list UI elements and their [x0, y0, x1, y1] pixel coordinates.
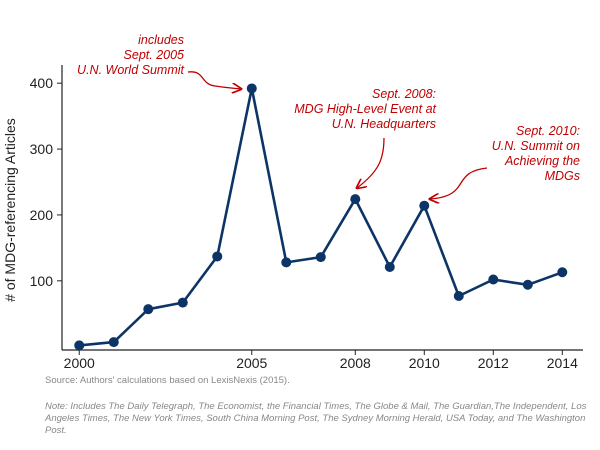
chart-annotations: includes Sept. 2005 U.N. World SummitSept.… — [77, 33, 580, 199]
y-tick-label: 300 — [30, 141, 54, 157]
annotation-text: includes Sept. 2005 U.N. World Summit — [77, 33, 184, 77]
data-point — [350, 194, 361, 205]
x-tick-label: 2005 — [236, 355, 267, 370]
annotation-line: Achieving the — [504, 154, 580, 168]
chart-note: Note: Includes The Daily Telegraph, The … — [45, 401, 587, 436]
annotation-line: Sept. 2008: — [372, 87, 436, 101]
data-point — [488, 274, 499, 285]
y-axis-label: # of MDG-referencing Articles — [2, 118, 18, 302]
annotation-line: Sept. 2010: — [516, 124, 580, 138]
annotation-line: MDG High-Level Event at — [294, 102, 436, 116]
annotation-text: Sept. 2008: MDG High-Level Event at U.N. H… — [294, 87, 436, 131]
annotation-line: MDGs — [545, 169, 580, 183]
annotation-text: Sept. 2010: U.N. Summit on Achieving the MD… — [492, 124, 580, 183]
annotation-line: U.N. Summit on — [492, 139, 580, 153]
x-tick-label: 2010 — [409, 355, 440, 370]
chart-source: Source: Authors' calculations based on L… — [45, 375, 290, 386]
data-point — [453, 290, 464, 301]
data-point — [281, 257, 292, 268]
x-tick-label: 2014 — [547, 355, 578, 370]
annotation-arrow — [430, 167, 488, 199]
data-point — [419, 200, 430, 211]
annotation-line: includes — [138, 33, 184, 47]
annotation-arrow — [357, 137, 385, 188]
data-point — [212, 251, 223, 262]
annotation-line: U.N. Headquarters — [332, 117, 436, 131]
annotation-arrow — [187, 71, 241, 89]
annotation-2005: includes Sept. 2005 U.N. World Summit — [77, 33, 241, 89]
data-point — [177, 297, 188, 308]
line-chart: 100 200 300 400 2000 2005 2008 2010 2012 2014 # of… — [2, 33, 583, 370]
chart-axes: 100 200 300 400 2000 2005 2008 2010 2012 2014 # of… — [2, 65, 583, 370]
data-point — [384, 261, 395, 272]
data-point — [143, 304, 154, 315]
annotation-line: U.N. World Summit — [77, 63, 184, 77]
x-tick-label: 2008 — [340, 355, 371, 370]
x-tick-label: 2012 — [478, 355, 509, 370]
annotation-2008: Sept. 2008: MDG High-Level Event at U.N. H… — [294, 87, 437, 188]
y-tick-label: 200 — [30, 207, 54, 223]
data-point — [522, 279, 533, 290]
annotation-line: Sept. 2005 — [124, 48, 185, 62]
data-point — [108, 337, 119, 348]
data-point — [74, 340, 85, 351]
data-point — [246, 83, 257, 94]
x-tick-label: 2000 — [64, 355, 95, 370]
y-tick-label: 400 — [30, 75, 54, 91]
chart-series — [74, 83, 568, 351]
data-point — [315, 252, 326, 263]
y-tick-label: 100 — [30, 273, 54, 289]
data-point — [557, 267, 568, 278]
annotation-2010: Sept. 2010: U.N. Summit on Achieving the MD… — [430, 124, 580, 199]
